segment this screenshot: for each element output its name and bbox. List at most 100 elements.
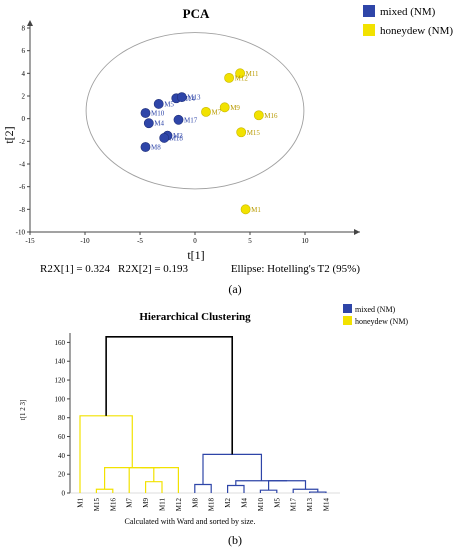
x-tick-label: 5 (248, 237, 252, 245)
leaf-label: M5 (273, 498, 281, 508)
leaf-label: M13 (306, 498, 314, 512)
legend-label: mixed (NM) (380, 6, 436, 18)
pca-title: PCA (183, 6, 210, 21)
point-label: M15 (247, 129, 261, 137)
dendrogram-leaf-labels: M1 M15 M16 M7 M9 M11 M12 M8 M18 M2 M4 M10 M5 M17 M13 M1… (77, 498, 331, 512)
point-label: M13 (187, 94, 201, 102)
dendrogram-link (309, 491, 327, 493)
pca-legend: mixed (NM) honeydew (NM) (363, 5, 453, 37)
legend-swatch (343, 316, 352, 325)
y-tick-label: -2 (19, 138, 25, 146)
y-tick-label: 6 (22, 47, 26, 55)
pca-chart: PCA mixed (NM)honeydew (NM) -15 -10 -5 0 5 10… (2, 5, 453, 296)
leaf-label: M4 (241, 498, 249, 508)
x-tick-label: -5 (137, 237, 143, 245)
scatter-point (240, 204, 251, 215)
leaf-label: M12 (175, 498, 183, 512)
x-tick-label: 0 (193, 237, 197, 245)
point-label: M11 (246, 70, 259, 78)
x-tick-label: 10 (302, 237, 310, 245)
scatter-point (176, 92, 187, 103)
dendrogram-link (95, 488, 114, 493)
scatter-point (219, 102, 230, 113)
pca-ylabel: t[2] (2, 126, 16, 143)
scatter-point (153, 99, 164, 109)
point-label: M10 (151, 110, 165, 118)
point-label: M18 (170, 134, 184, 142)
y-tick-label: -10 (16, 229, 26, 237)
y-tick-label: -6 (19, 183, 25, 191)
hc-footnote: Calculated with Ward and sorted by size. (125, 517, 256, 526)
panel-label-b: (b) (228, 533, 242, 547)
point-label: M8 (151, 144, 161, 152)
dendrogram-chart: Hierarchical Clustering mixed (NM) honeyd… (19, 304, 408, 547)
leaf-label: M1 (77, 498, 85, 508)
scatter-point (235, 68, 245, 79)
leaf-label: M15 (93, 498, 101, 512)
y-tick-label: 40 (58, 452, 66, 460)
legend-label: honeydew (NM) (380, 25, 453, 37)
point-label: M7 (212, 108, 222, 116)
scatter-point (236, 127, 247, 138)
hc-ylabel: t[1 2 3] (19, 400, 27, 421)
y-tick-label: 2 (22, 93, 26, 101)
hotelling-ellipse (85, 32, 305, 190)
leaf-label: M16 (109, 498, 117, 512)
leaf-label: M7 (126, 498, 134, 508)
pca-stat-r2x1: R2X[1] = 0.324 (40, 263, 111, 275)
dendrogram-link (227, 484, 245, 493)
legend-swatch (363, 5, 375, 17)
leaf-label: M14 (323, 498, 331, 512)
pca-xlabel: t[1] (187, 248, 204, 262)
y-tick-label: 0 (62, 490, 66, 498)
dendrogram-links (79, 335, 327, 493)
scatter-point (224, 72, 234, 83)
y-axis-arrow (27, 20, 33, 26)
leaf-label: M10 (257, 498, 265, 512)
y-tick-label: 140 (55, 358, 66, 366)
dendrogram-link (104, 466, 160, 490)
dendrogram-link (194, 483, 212, 493)
x-tick-label: -15 (25, 237, 35, 245)
point-label: M4 (154, 120, 164, 128)
dendrogram-link (235, 480, 288, 486)
legend-swatch (363, 24, 375, 36)
hc-title: Hierarchical Clustering (139, 311, 251, 323)
dendrogram-link (105, 335, 234, 455)
leaf-label: M8 (191, 498, 199, 508)
scatter-point (173, 114, 184, 125)
y-tick-label: 80 (58, 414, 66, 422)
leaf-label: M2 (224, 498, 232, 508)
legend-label: honeydew (NM) (355, 317, 408, 326)
pca-ellipse-label: Ellipse: Hotelling's T2 (95%) (231, 263, 361, 275)
leaf-label: M17 (290, 498, 298, 512)
leaf-label: M11 (159, 498, 167, 511)
point-label: M17 (184, 116, 198, 124)
dendrogram-axes: 0 20 40 60 80 100 120 140 160 (55, 333, 340, 498)
scatter-point (140, 142, 151, 152)
y-tick-label: -4 (19, 161, 25, 169)
dendrogram-link (145, 481, 163, 493)
panel-label-a: (a) (228, 282, 241, 296)
x-axis-arrow (354, 229, 360, 235)
scatter-point (201, 106, 211, 117)
legend-swatch (343, 304, 352, 313)
scatter-point (143, 118, 154, 129)
legend-label: mixed (NM) (355, 305, 396, 314)
leaf-label: M18 (208, 498, 216, 512)
y-tick-label: 8 (22, 25, 26, 33)
dendrogram-link (202, 453, 263, 485)
y-tick-label: -8 (19, 206, 25, 214)
point-label: M16 (264, 112, 278, 120)
pca-stat-r2x2: R2X[2] = 0.193 (118, 263, 189, 275)
point-label: M9 (230, 104, 240, 112)
y-tick-label: 4 (22, 70, 26, 78)
x-tick-label: -10 (80, 237, 90, 245)
dendrogram-link (79, 415, 133, 493)
y-tick-label: 100 (55, 395, 66, 403)
point-label: M1 (251, 206, 261, 214)
point-label: M12 (235, 74, 249, 82)
